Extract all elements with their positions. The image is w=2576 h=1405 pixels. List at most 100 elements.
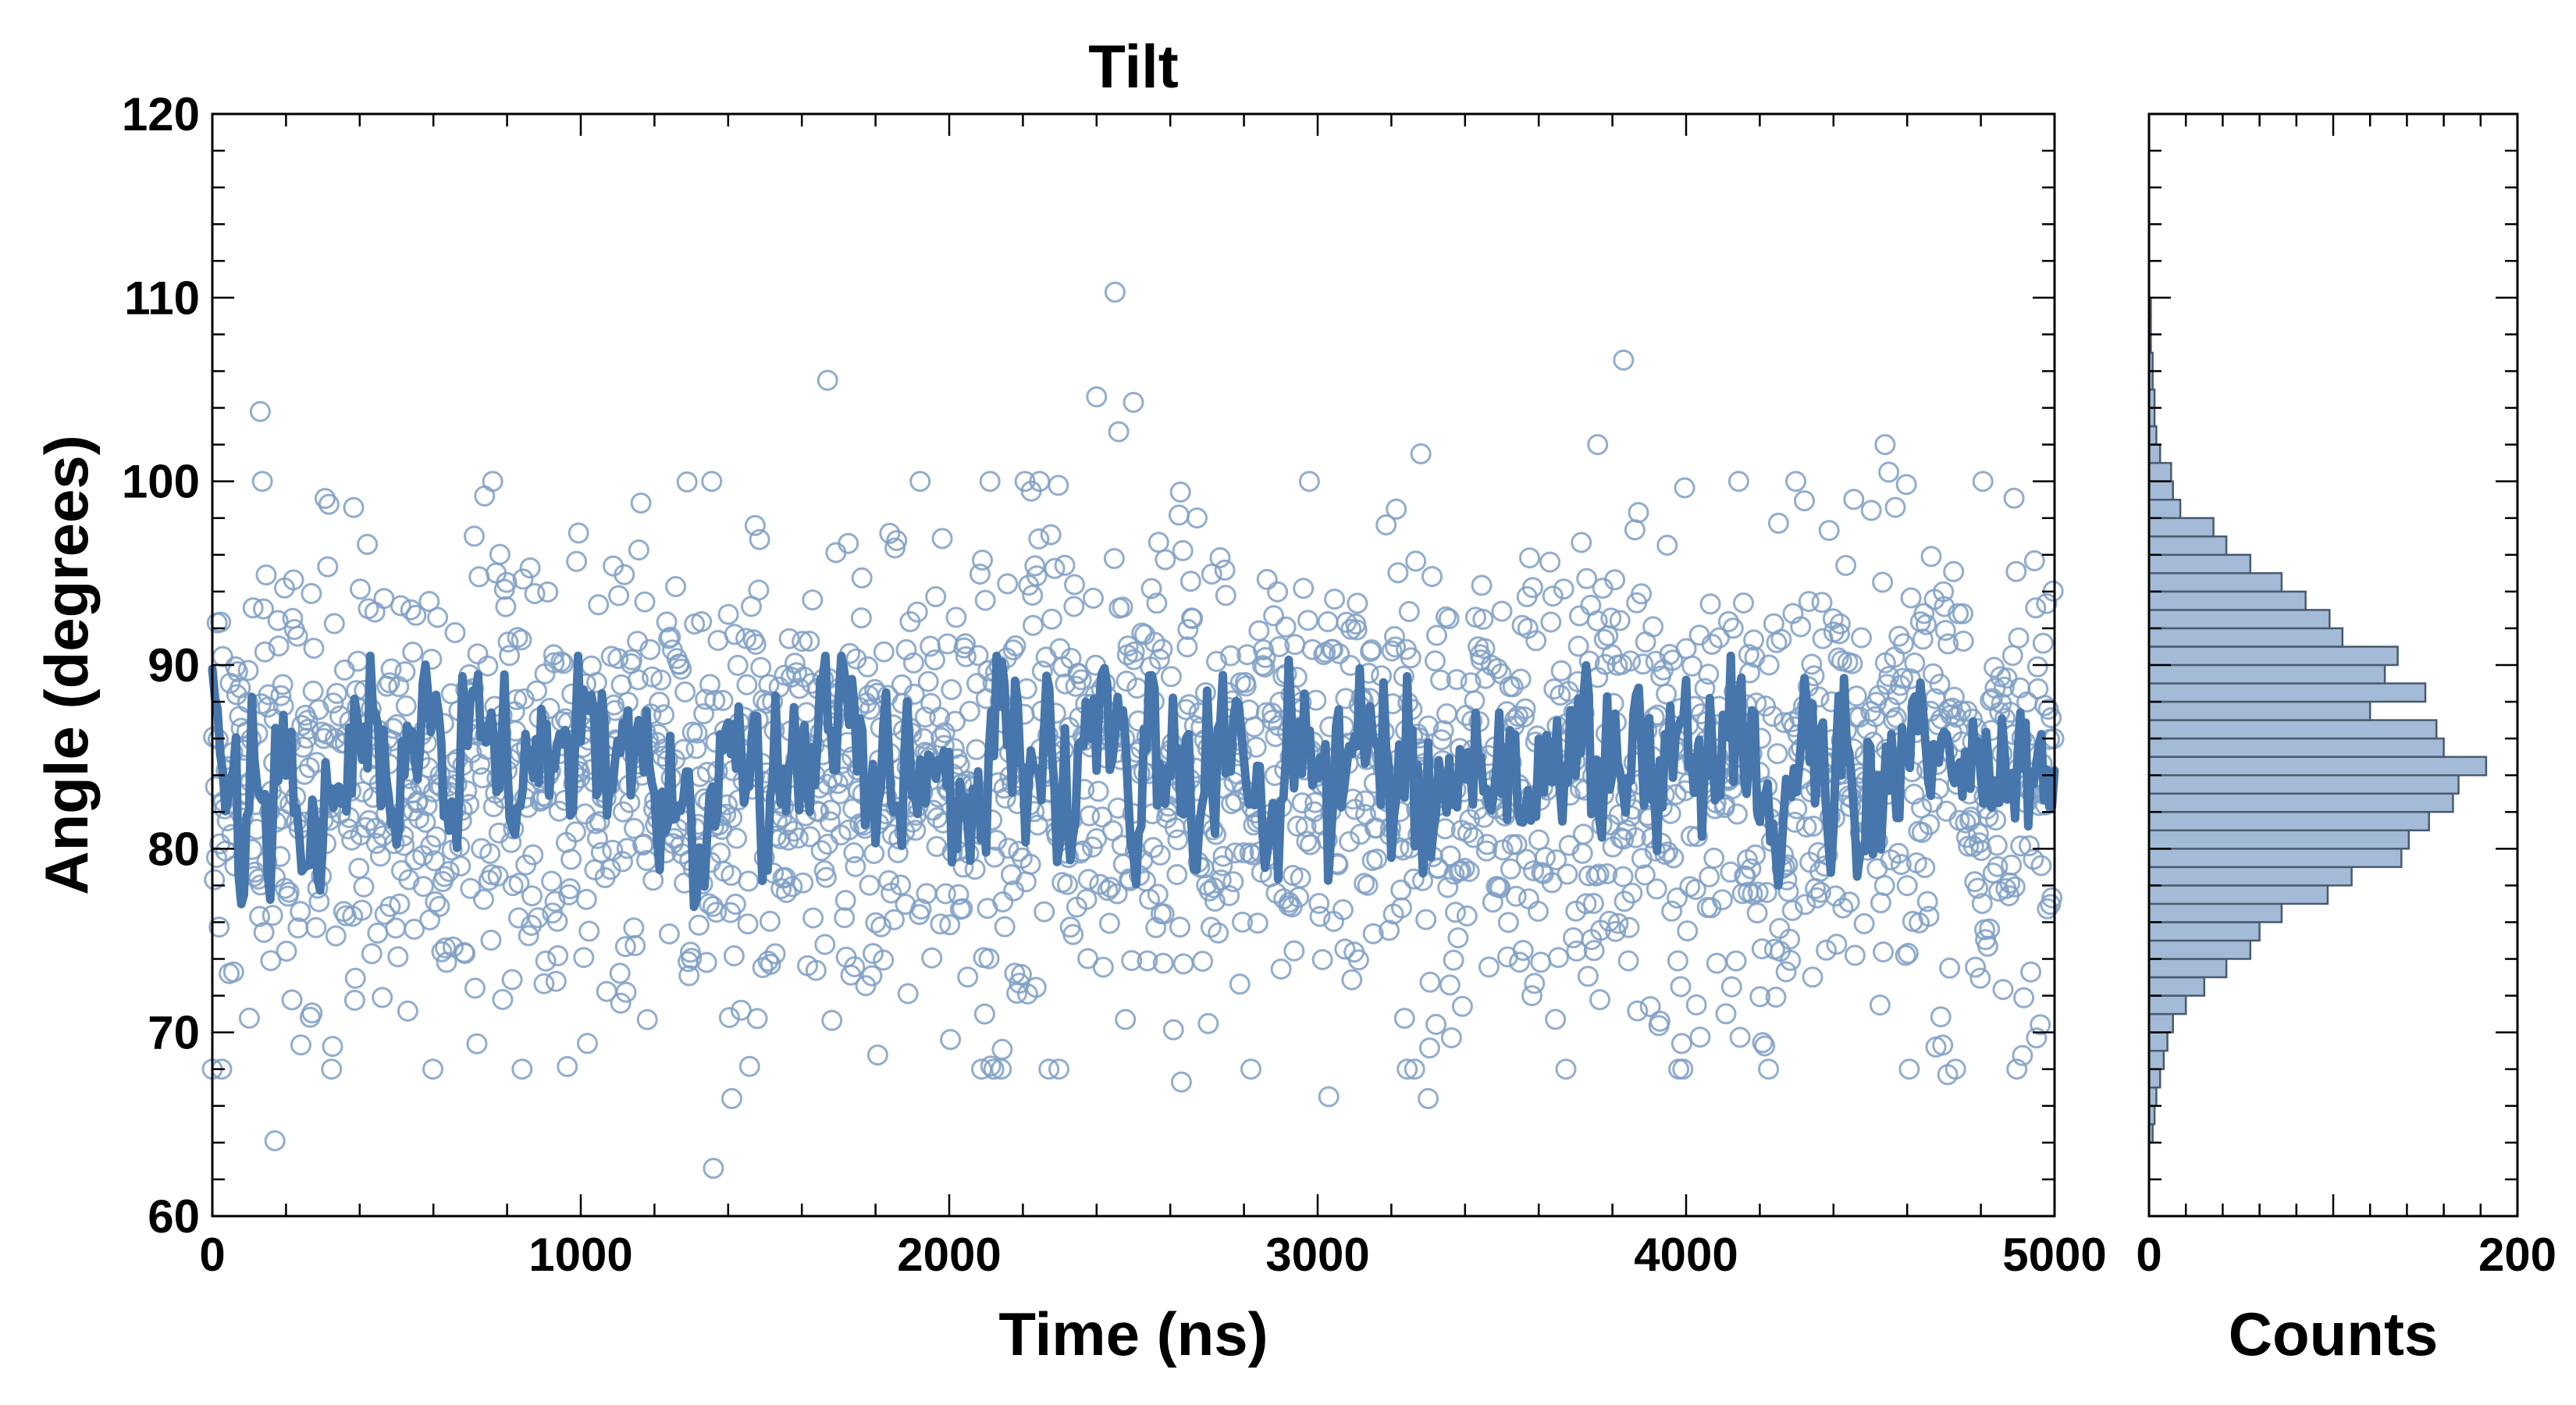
scatter-point bbox=[1443, 949, 1464, 971]
scatter-point bbox=[1613, 828, 1635, 850]
scatter-point bbox=[1297, 610, 1319, 631]
scatter-point bbox=[1397, 1058, 1418, 1080]
scatter-point bbox=[1535, 846, 1556, 868]
scatter-point bbox=[1767, 512, 1789, 534]
scatter-point bbox=[1873, 941, 1894, 963]
histogram-x-axis: 0 200 bbox=[2136, 114, 2556, 1281]
scatter-point bbox=[979, 471, 1001, 493]
histogram-bar bbox=[2147, 1031, 2169, 1052]
scatter-point bbox=[2006, 1058, 2028, 1080]
scatter-point bbox=[1393, 1008, 1415, 1030]
scatter-point bbox=[1844, 944, 1866, 966]
scatter-point bbox=[1694, 678, 1716, 699]
scatter-point bbox=[1415, 909, 1437, 930]
scatter-point bbox=[1151, 638, 1173, 660]
scatter-point bbox=[444, 622, 466, 643]
scatter-point bbox=[1589, 989, 1610, 1011]
scatter-point bbox=[1662, 649, 1684, 671]
scatter-point bbox=[884, 537, 906, 559]
scatter-point bbox=[1747, 881, 1769, 903]
scatter-point bbox=[1674, 477, 1695, 499]
scatter-point bbox=[1612, 866, 1634, 887]
scatter-point bbox=[721, 1087, 742, 1109]
scatter-point bbox=[1126, 678, 1148, 699]
scatter-point bbox=[1464, 690, 1485, 712]
scatter-point bbox=[541, 870, 563, 892]
scatter-point bbox=[1247, 912, 1268, 934]
scatter-point bbox=[322, 1036, 343, 1058]
scatter-point bbox=[865, 912, 887, 934]
scatter-point bbox=[1390, 879, 1412, 901]
scatter-point bbox=[1431, 729, 1453, 751]
histogram-bar bbox=[2147, 590, 2307, 611]
scatter-point bbox=[1453, 858, 1475, 879]
histogram-bar bbox=[2147, 535, 2228, 557]
scatter-point bbox=[1026, 565, 1048, 587]
scatter-point bbox=[1987, 855, 2008, 877]
scatter-point bbox=[945, 710, 966, 732]
scatter-point bbox=[1920, 546, 1942, 567]
scatter-point bbox=[703, 1158, 724, 1179]
y-tick-label: 90 bbox=[148, 639, 200, 692]
scatter-point bbox=[1801, 653, 1823, 675]
scatter-point bbox=[686, 722, 708, 744]
scatter-point bbox=[212, 646, 233, 667]
scatter-point bbox=[750, 656, 772, 678]
scatter-point bbox=[1153, 903, 1175, 925]
scatter-point bbox=[973, 1003, 995, 1025]
scatter-point bbox=[1752, 1032, 1774, 1054]
scatter-point bbox=[1112, 596, 1133, 618]
scatter-point bbox=[704, 689, 726, 711]
scatter-point bbox=[1509, 951, 1531, 973]
scatter-point bbox=[1005, 635, 1026, 656]
histogram-x-axis-title: Counts bbox=[2229, 1300, 2439, 1368]
scatter-point bbox=[845, 648, 867, 670]
scatter-point bbox=[1685, 879, 1706, 900]
scatter-point bbox=[487, 865, 509, 887]
histogram-bar bbox=[2147, 848, 2403, 869]
scatter-point bbox=[628, 669, 649, 691]
scatter-point bbox=[834, 907, 856, 929]
scatter-point bbox=[628, 539, 649, 561]
scatter-point bbox=[303, 638, 325, 659]
scatter-point bbox=[1583, 940, 1605, 962]
scatter-point bbox=[693, 702, 715, 724]
scatter-point bbox=[443, 936, 464, 958]
scatter-point bbox=[1971, 893, 1993, 914]
scatter-point bbox=[636, 1008, 658, 1030]
scatter-point bbox=[1720, 976, 1742, 998]
scatter-point bbox=[1994, 676, 2015, 698]
scatter-point bbox=[367, 922, 389, 944]
scatter-point bbox=[992, 891, 1014, 912]
scatter-point bbox=[1049, 638, 1071, 660]
scatter-point bbox=[249, 400, 271, 422]
scatter-point bbox=[253, 922, 275, 943]
scatter-point bbox=[757, 950, 779, 972]
scatter-point bbox=[450, 855, 471, 877]
scatter-point bbox=[1268, 636, 1290, 657]
scatter-point bbox=[1945, 706, 1967, 728]
scatter-point bbox=[1040, 524, 1062, 546]
scatter-point bbox=[464, 525, 485, 547]
scatter-point bbox=[1463, 827, 1485, 848]
scatter-point bbox=[526, 680, 548, 702]
scatter-point bbox=[983, 1058, 1005, 1080]
scatter-point bbox=[870, 916, 892, 937]
scatter-point bbox=[496, 571, 518, 593]
scatter-point bbox=[1911, 797, 1932, 819]
scatter-point bbox=[1699, 866, 1720, 887]
scatter-point bbox=[286, 625, 308, 647]
scatter-point bbox=[1952, 603, 1973, 624]
scatter-point bbox=[1912, 628, 1934, 650]
scatter-point bbox=[1609, 610, 1631, 631]
scatter-point bbox=[1212, 845, 1234, 867]
scatter-point bbox=[1681, 655, 1703, 677]
scatter-point bbox=[1410, 443, 1432, 464]
scatter-point bbox=[1418, 715, 1439, 737]
scatter-point bbox=[1438, 608, 1460, 630]
scatter-point bbox=[1568, 605, 1590, 627]
histogram-bar bbox=[2147, 811, 2430, 832]
scatter-point bbox=[844, 956, 866, 977]
scatter-point bbox=[1746, 902, 1768, 924]
scatter-point bbox=[1425, 650, 1446, 672]
